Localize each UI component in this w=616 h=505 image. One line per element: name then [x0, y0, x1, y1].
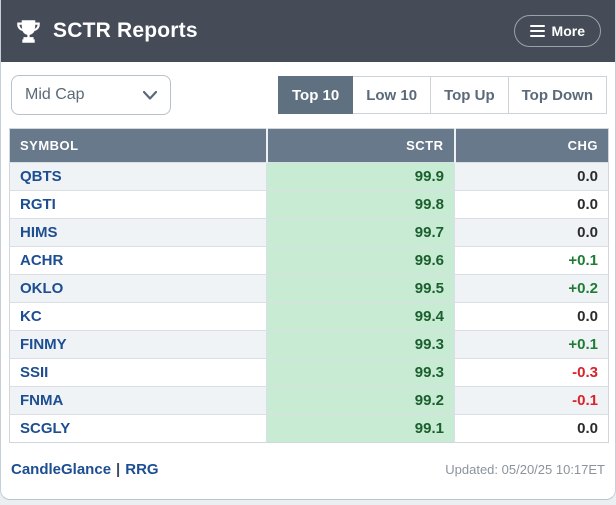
sctr-value: 99.2 — [266, 386, 455, 415]
sctr-table: SYMBOL SCTR CHG QBTS 99.9 0.0 RGTI 99.8 0.0 HI… — [9, 128, 609, 443]
table-row: ACHR 99.6 +0.1 — [9, 246, 609, 275]
chevron-down-icon — [143, 90, 157, 100]
tab-top-up[interactable]: Top Up — [431, 76, 509, 114]
table-row: QBTS 99.9 0.0 — [9, 162, 609, 191]
chg-value: -0.1 — [454, 386, 609, 415]
sctr-value: 99.9 — [266, 162, 455, 191]
sctr-value: 99.1 — [266, 414, 455, 443]
table-row: RGTI 99.8 0.0 — [9, 190, 609, 219]
chg-value: 0.0 — [454, 302, 609, 331]
updated-timestamp: Updated: 05/20/25 10:17ET — [445, 461, 605, 477]
sctr-value: 99.8 — [266, 190, 455, 219]
group-select[interactable]: Mid Cap — [11, 75, 171, 115]
sctr-value: 99.5 — [266, 274, 455, 303]
chg-value: 0.0 — [454, 162, 609, 191]
table-row: FINMY 99.3 +0.1 — [9, 330, 609, 359]
report-tabs: Top 10 Low 10 Top Up Top Down — [277, 76, 607, 114]
sctr-value: 99.6 — [266, 246, 455, 275]
table-row: FNMA 99.2 -0.1 — [9, 386, 609, 415]
controls-row: Mid Cap Top 10 Low 10 Top Up Top Down — [1, 62, 615, 128]
sctr-value: 99.7 — [266, 218, 455, 247]
footer-link-separator: | — [116, 460, 121, 478]
column-header-symbol: SYMBOL — [9, 128, 268, 163]
symbol-link[interactable]: SSII — [9, 358, 267, 387]
table-row: KC 99.4 0.0 — [9, 302, 609, 331]
symbol-link[interactable]: FNMA — [9, 386, 267, 415]
symbol-link[interactable]: OKLO — [9, 274, 267, 303]
chg-value: 0.0 — [454, 414, 609, 443]
table-row: OKLO 99.5 +0.2 — [9, 274, 609, 303]
tab-low-10[interactable]: Low 10 — [353, 76, 432, 114]
tab-top-down[interactable]: Top Down — [508, 76, 607, 114]
more-button[interactable]: More — [513, 15, 601, 47]
table-row: SSII 99.3 -0.3 — [9, 358, 609, 387]
symbol-link[interactable]: RGTI — [9, 190, 267, 219]
symbol-link[interactable]: SCGLY — [9, 414, 267, 443]
sctr-table-body: QBTS 99.9 0.0 RGTI 99.8 0.0 HIMS 99.7 0.0 ACHR 99.… — [9, 162, 609, 443]
hamburger-icon — [529, 25, 545, 37]
column-header-chg: CHG — [454, 128, 609, 163]
trophy-icon — [15, 18, 42, 45]
symbol-link[interactable]: ACHR — [9, 246, 267, 275]
table-row: HIMS 99.7 0.0 — [9, 218, 609, 247]
symbol-link[interactable]: FINMY — [9, 330, 267, 359]
widget-footer: CandleGlance | RRG Updated: 05/20/25 10:17… — [1, 443, 615, 495]
chg-value: +0.1 — [454, 246, 609, 275]
chg-value: 0.0 — [454, 190, 609, 219]
table-row: SCGLY 99.1 0.0 — [9, 414, 609, 443]
column-header-sctr: SCTR — [266, 128, 456, 163]
candleglance-link[interactable]: CandleGlance — [11, 460, 112, 478]
tab-top-10[interactable]: Top 10 — [277, 76, 354, 114]
footer-links: CandleGlance | RRG — [11, 461, 159, 478]
sctr-value: 99.3 — [266, 358, 455, 387]
chg-value: -0.3 — [454, 358, 609, 387]
more-button-label: More — [551, 23, 585, 39]
sctr-value: 99.4 — [266, 302, 455, 331]
chg-value: 0.0 — [454, 218, 609, 247]
rrg-link[interactable]: RRG — [125, 460, 159, 478]
sctr-value: 99.3 — [266, 330, 455, 359]
chg-value: +0.1 — [454, 330, 609, 359]
symbol-link[interactable]: QBTS — [9, 162, 267, 191]
symbol-link[interactable]: KC — [9, 302, 267, 331]
symbol-link[interactable]: HIMS — [9, 218, 267, 247]
sctr-table-head: SYMBOL SCTR CHG — [9, 128, 609, 163]
group-select-value: Mid Cap — [25, 86, 85, 103]
widget-header: SCTR Reports More — [1, 0, 615, 62]
chg-value: +0.2 — [454, 274, 609, 303]
widget-title: SCTR Reports — [53, 19, 198, 42]
